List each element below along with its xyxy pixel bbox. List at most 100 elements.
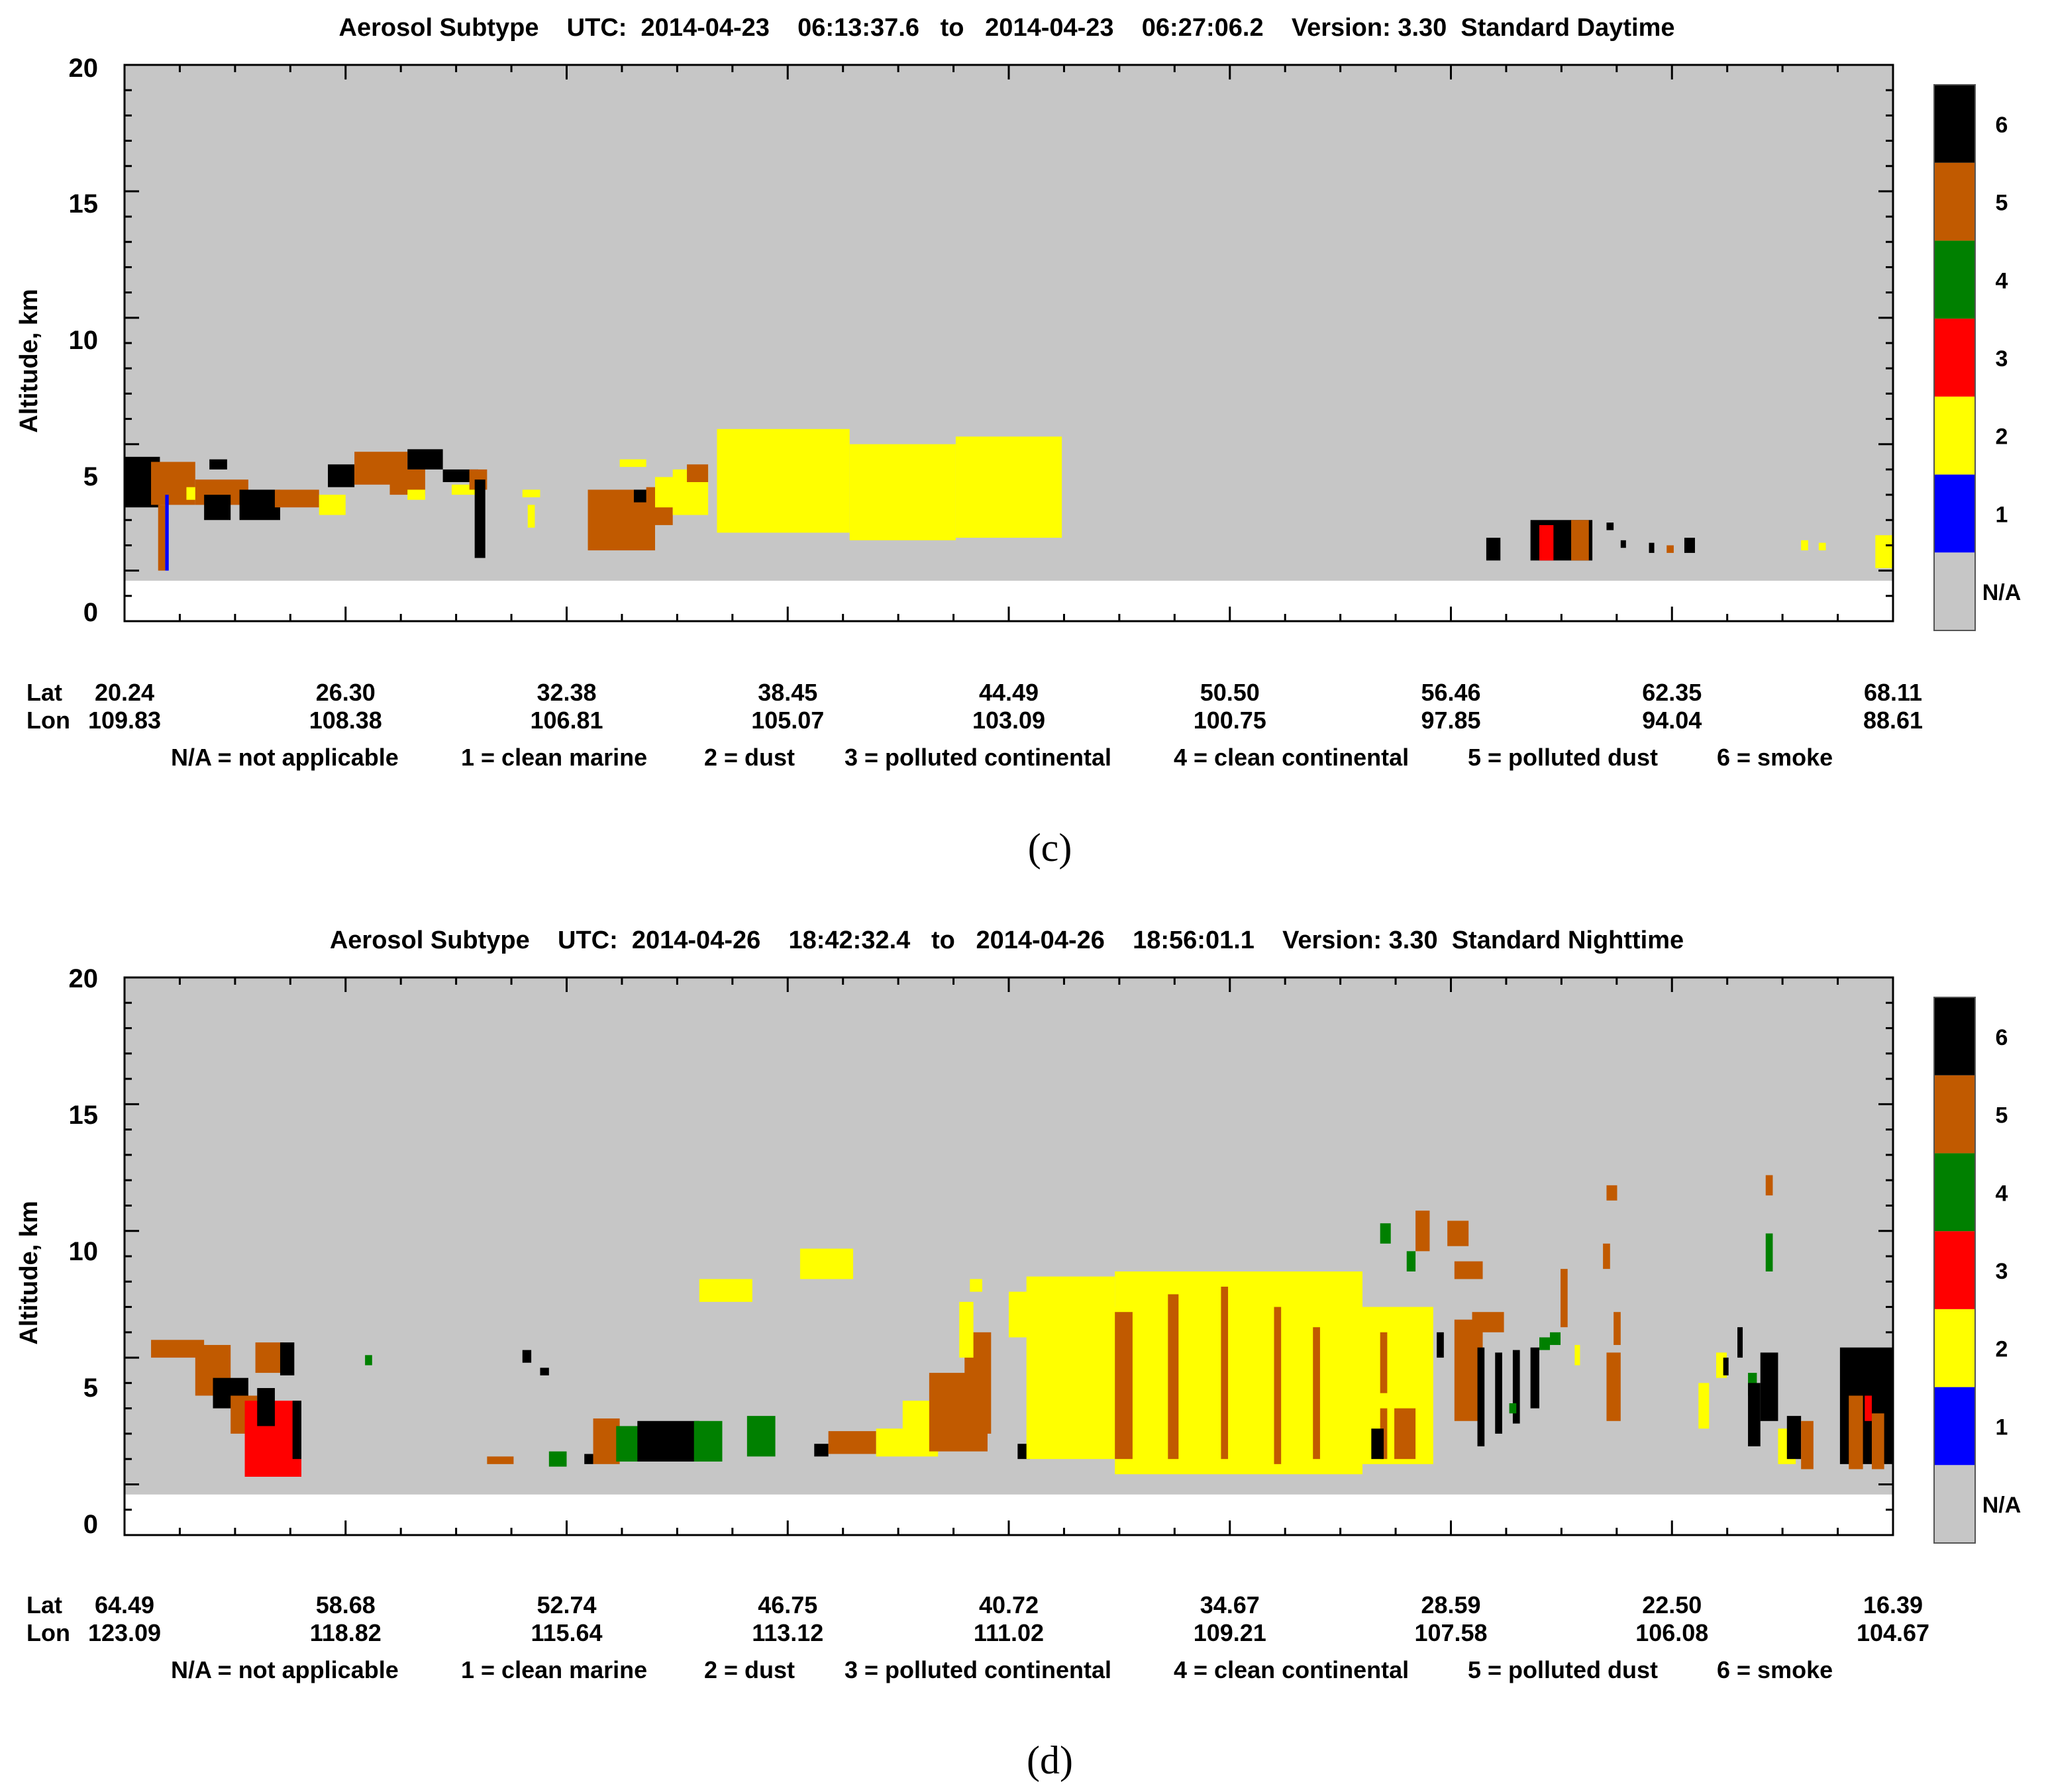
colorbar-label: N/A: [1982, 580, 2022, 605]
aerosol-feature-polluted-dust: [1561, 1269, 1568, 1328]
legend-3: 3 = polluted continental: [845, 744, 1111, 771]
y-tick-label: 15: [69, 189, 99, 219]
aerosol-feature-polluted-dust: [274, 489, 319, 508]
colorbar-segment-clean-marine: [1934, 1387, 1975, 1466]
panel-c-y-axis-label: Altitude, km: [15, 289, 43, 432]
aerosol-feature-polluted-dust: [1765, 1175, 1773, 1196]
aerosol-feature-dust: [1362, 1393, 1390, 1409]
aerosol-feature-polluted-dust: [1871, 1413, 1884, 1469]
aerosol-feature-dust: [1115, 1271, 1362, 1475]
aerosol-feature-dust: [1698, 1383, 1710, 1429]
aerosol-feature-smoke: [1530, 1347, 1539, 1409]
panel-d-label: (d): [1027, 1738, 1073, 1782]
colorbar-label: 2: [1996, 1337, 2008, 1362]
aerosol-feature-dust: [1818, 542, 1826, 551]
lon-tick-label: 118.82: [310, 1619, 382, 1646]
aerosol-feature-smoke: [1760, 1352, 1778, 1421]
aerosol-feature-smoke: [1371, 1428, 1384, 1460]
legend-1: 1 = clean marine: [461, 1656, 647, 1683]
legend-2: 2 = dust: [704, 1656, 795, 1683]
aerosol-feature-smoke: [292, 1401, 301, 1460]
aerosol-feature-dust: [619, 459, 646, 468]
colorbar-segment-clean-marine: [1934, 474, 1975, 553]
colorbar-label: 2: [1996, 424, 2008, 450]
aerosol-feature-dust: [1801, 540, 1808, 551]
aerosol-feature-polluted-dust: [1454, 1261, 1483, 1279]
aerosol-feature-polluted-dust: [1115, 1312, 1133, 1460]
aerosol-feature-clean-marine: [165, 495, 169, 571]
aerosol-feature-polluted-dust: [1415, 1211, 1430, 1252]
lat-tick-label: 28.59: [1421, 1591, 1480, 1618]
panel-c-lon-label: Lon: [26, 707, 70, 734]
colorbar-label: 4: [1996, 268, 2008, 293]
lon-tick-label: 106.08: [1635, 1619, 1708, 1646]
lat-tick-label: 38.45: [758, 679, 817, 706]
colorbar-segment-polluted-dust: [1934, 1075, 1975, 1154]
colorbar-segment-smoke: [1934, 997, 1975, 1075]
colorbar-segment-na: [1934, 1465, 1975, 1543]
panel-d-na-area: [125, 977, 1893, 1535]
aerosol-feature-polluted-dust: [1606, 1185, 1617, 1201]
y-tick-label: 0: [83, 598, 98, 627]
aerosol-feature-dust: [970, 1279, 982, 1292]
panel-d: Aerosol Subtype UTC: 2014-04-26 18:42:32…: [15, 926, 2021, 1782]
aerosol-feature-dust: [959, 1301, 974, 1358]
lon-tick-label: 94.04: [1642, 707, 1702, 734]
aerosol-feature-polluted-dust: [687, 464, 709, 482]
lat-tick-label: 52.74: [537, 1591, 596, 1618]
lon-tick-label: 109.83: [88, 707, 161, 734]
aerosol-feature-smoke: [407, 449, 443, 470]
aerosol-feature-clean-continental: [1509, 1403, 1517, 1414]
y-tick-label: 5: [83, 1373, 98, 1403]
lat-tick-label: 50.50: [1200, 679, 1260, 706]
panel-d-y-tick-labels: 0 5 10 15 20: [69, 964, 99, 1539]
lat-tick-label: 44.49: [979, 679, 1039, 706]
aerosol-feature-dust: [849, 444, 956, 540]
aerosol-feature-clean-continental: [548, 1451, 567, 1467]
lon-tick-label: 104.67: [1857, 1619, 1929, 1646]
panel-c-label: (c): [1028, 826, 1072, 870]
lon-tick-label: 123.09: [88, 1619, 161, 1646]
aerosol-feature-dust: [319, 495, 346, 515]
legend-na: N/A = not applicable: [171, 744, 399, 771]
lon-tick-label: 97.85: [1421, 707, 1480, 734]
panel-d-lat-ticks: 64.49 58.68 52.74 46.75 40.72 34.67 28.5…: [95, 1591, 1923, 1618]
legend-2: 2 = dust: [704, 744, 795, 771]
aerosol-feature-clean-continental: [1539, 1337, 1551, 1350]
lat-tick-label: 64.49: [95, 1591, 154, 1618]
panel-c-title: Aerosol Subtype UTC: 2014-04-23 06:13:37…: [339, 14, 1675, 42]
colorbar-label: 5: [1996, 1103, 2008, 1128]
panel-d-y-axis-label: Altitude, km: [15, 1201, 43, 1344]
lon-tick-label: 115.64: [531, 1619, 602, 1646]
aerosol-feature-clean-continental: [616, 1426, 641, 1462]
aerosol-feature-smoke: [814, 1444, 829, 1457]
aerosol-feature-clean-continental: [693, 1420, 723, 1462]
aerosol-feature-polluted-dust: [1394, 1408, 1416, 1460]
legend-6: 6 = smoke: [1717, 744, 1833, 771]
panel-c-colorbar: N/A 1 2 3 4 5 6: [1933, 84, 2022, 631]
colorbar-segment-clean-continental: [1934, 1153, 1975, 1232]
aerosol-feature-polluted-dust: [828, 1431, 876, 1454]
panel-d-title: Aerosol Subtype UTC: 2014-04-26 18:42:32…: [330, 926, 1684, 954]
y-tick-label: 20: [69, 54, 99, 83]
colorbar-frame: [1933, 997, 1976, 1544]
aerosol-feature-polluted-continental: [1865, 1395, 1872, 1421]
aerosol-feature-polluted-dust: [1571, 520, 1589, 561]
aerosol-feature-dust: [522, 489, 540, 497]
legend-5: 5 = polluted dust: [1468, 744, 1658, 771]
aerosol-feature-dust: [955, 436, 1062, 538]
lat-tick-label: 68.11: [1864, 679, 1922, 706]
panel-d-axes: [123, 976, 1894, 1536]
aerosol-feature-polluted-dust: [1603, 1243, 1610, 1269]
aerosol-feature-polluted-dust: [487, 1456, 514, 1464]
aerosol-feature-clean-continental: [1406, 1251, 1416, 1271]
colorbar-label: 4: [1996, 1181, 2008, 1206]
lat-tick-label: 46.75: [758, 1591, 817, 1618]
aerosol-feature-smoke: [522, 1350, 532, 1363]
aerosol-feature-polluted-dust: [1472, 1312, 1504, 1332]
y-tick-label: 5: [83, 462, 98, 491]
aerosol-feature-polluted-continental: [1539, 524, 1554, 561]
aerosol-feature-dust: [1345, 1307, 1433, 1464]
aerosol-feature-clean-continental: [365, 1355, 372, 1366]
y-tick-label: 0: [83, 1510, 98, 1539]
